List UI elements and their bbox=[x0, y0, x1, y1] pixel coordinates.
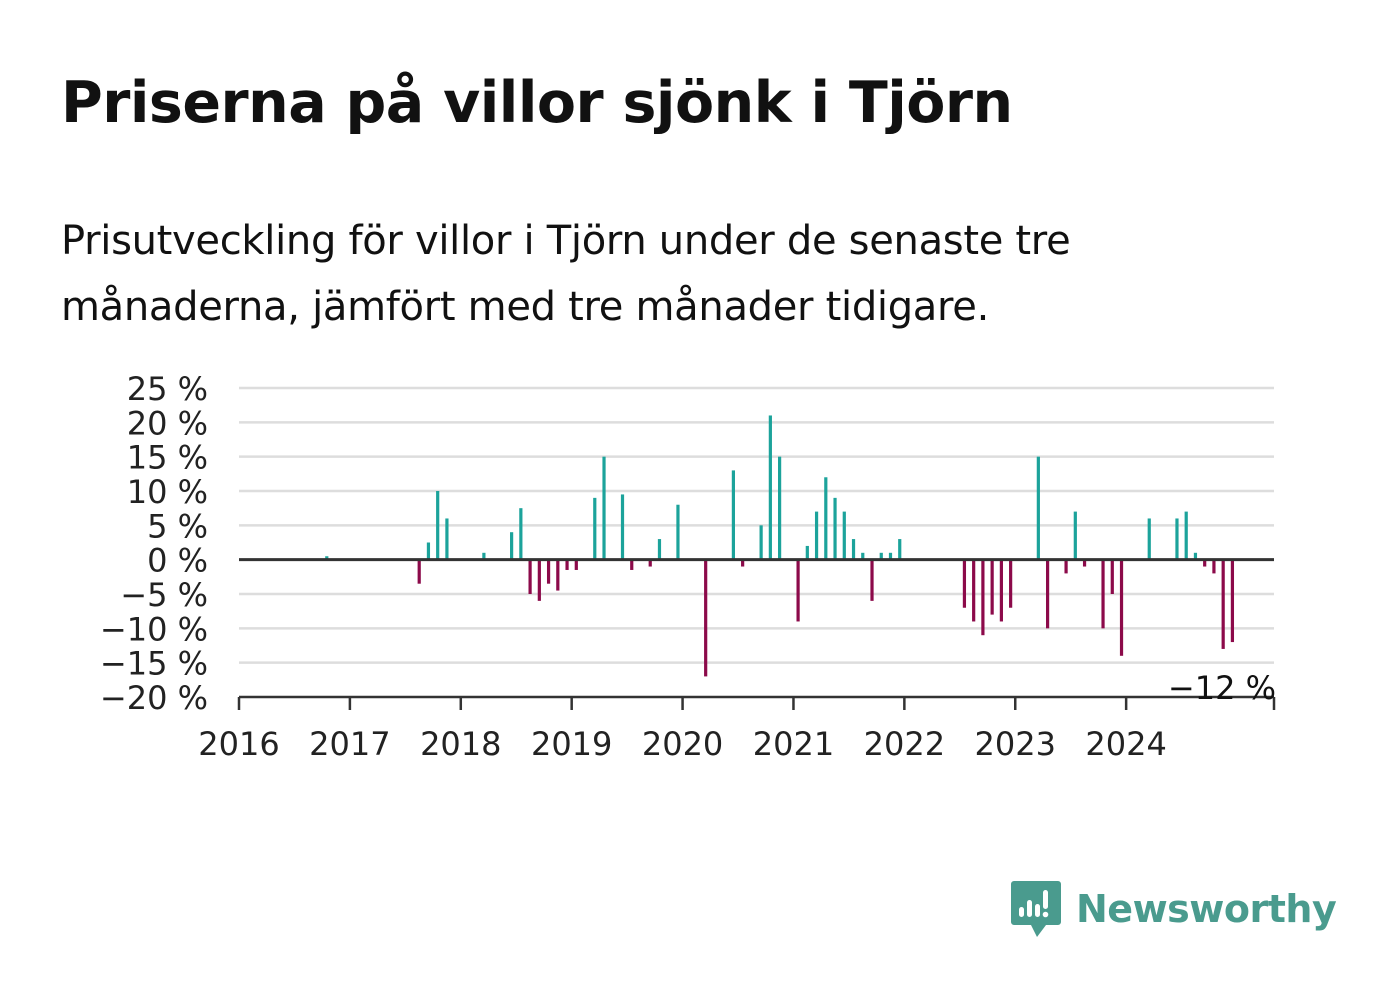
bar bbox=[556, 559, 560, 591]
chart-axes bbox=[237, 558, 1276, 710]
bar bbox=[482, 552, 486, 560]
bar bbox=[510, 532, 514, 560]
bar bbox=[1175, 518, 1179, 560]
bar bbox=[879, 552, 883, 560]
bar bbox=[574, 559, 578, 570]
bar bbox=[1045, 559, 1050, 629]
x-tick-label: 2023 bbox=[975, 725, 1056, 763]
x-tick-label: 2020 bbox=[642, 725, 723, 763]
bar bbox=[445, 518, 449, 560]
bar bbox=[1184, 511, 1188, 560]
bar bbox=[1073, 511, 1077, 560]
bar bbox=[537, 559, 541, 601]
bar bbox=[630, 559, 634, 570]
bar bbox=[1110, 559, 1114, 594]
y-tick-label: 10 % bbox=[127, 473, 208, 511]
bar bbox=[1101, 559, 1105, 629]
chart-subtitle: Prisutveckling för villor i Tjörn under … bbox=[61, 218, 1071, 330]
bar bbox=[1036, 456, 1040, 560]
bar bbox=[1221, 559, 1225, 649]
y-tick-label: −20 % bbox=[100, 679, 208, 717]
y-tick-label: 5 % bbox=[147, 507, 208, 545]
bar bbox=[759, 525, 763, 560]
bar bbox=[565, 559, 569, 570]
bar bbox=[1230, 559, 1235, 643]
y-tick-label: 15 % bbox=[127, 439, 208, 477]
page-title: Priserna på villor sjönk i Tjörn bbox=[61, 70, 1013, 136]
y-tick-label: 25 % bbox=[127, 370, 208, 408]
bar bbox=[851, 539, 856, 560]
bar bbox=[1147, 518, 1151, 560]
bar bbox=[833, 497, 837, 560]
bar bbox=[657, 539, 662, 560]
bar bbox=[778, 456, 782, 560]
x-tick-label: 2019 bbox=[531, 725, 612, 763]
bar bbox=[842, 511, 846, 560]
bar bbox=[898, 539, 902, 560]
bar bbox=[620, 494, 625, 560]
y-tick-label: 0 % bbox=[147, 542, 208, 580]
y-tick-label: −15 % bbox=[100, 645, 208, 683]
bar bbox=[417, 559, 421, 584]
bar bbox=[704, 559, 708, 677]
bar bbox=[972, 559, 976, 622]
bar bbox=[1119, 559, 1124, 656]
x-tick-label: 2021 bbox=[753, 725, 834, 763]
bar bbox=[814, 511, 819, 560]
bar bbox=[1064, 559, 1068, 574]
bar bbox=[768, 415, 772, 560]
newsworthy-logo-icon bbox=[1011, 881, 1061, 937]
brand-name: Newsworthy bbox=[1076, 887, 1337, 931]
bar bbox=[1203, 559, 1207, 567]
bar bbox=[325, 556, 329, 560]
chart-grid bbox=[239, 386, 1274, 664]
bar bbox=[1193, 552, 1198, 560]
bar bbox=[1082, 559, 1087, 567]
bar bbox=[676, 504, 680, 560]
x-tick-label: 2022 bbox=[864, 725, 945, 763]
bar bbox=[999, 559, 1003, 622]
bar bbox=[1212, 559, 1216, 574]
chart-bars bbox=[325, 415, 1235, 677]
bar bbox=[796, 559, 800, 622]
bar bbox=[805, 545, 809, 560]
last-value-label: −12 % bbox=[1168, 669, 1276, 707]
bar bbox=[990, 559, 994, 615]
y-tick-label: −5 % bbox=[120, 576, 208, 614]
bar bbox=[436, 491, 440, 560]
bar bbox=[426, 542, 431, 560]
x-tick-label: 2024 bbox=[1085, 725, 1166, 763]
bar bbox=[602, 456, 606, 560]
x-tick-label: 2018 bbox=[420, 725, 501, 763]
x-tick-label: 2016 bbox=[198, 725, 279, 763]
y-tick-label: −10 % bbox=[100, 610, 208, 648]
bar bbox=[546, 559, 551, 584]
bar bbox=[519, 508, 523, 560]
bar bbox=[648, 559, 652, 567]
bar bbox=[962, 559, 967, 608]
bar bbox=[870, 559, 874, 601]
bar bbox=[861, 552, 865, 560]
bar bbox=[888, 552, 893, 560]
chart-labels: 25 %20 %15 %10 %5 %0 %−5 %−10 %−15 %−20 … bbox=[100, 370, 1276, 763]
x-tick-label: 2017 bbox=[309, 725, 390, 763]
bar bbox=[731, 470, 735, 560]
bar bbox=[824, 477, 828, 560]
bar bbox=[741, 559, 745, 567]
newsworthy-logo: Newsworthy bbox=[1010, 878, 1337, 940]
bar bbox=[1009, 559, 1013, 608]
bar bbox=[593, 497, 597, 560]
bar bbox=[528, 559, 532, 594]
y-tick-label: 20 % bbox=[127, 404, 208, 442]
bar bbox=[981, 559, 985, 636]
